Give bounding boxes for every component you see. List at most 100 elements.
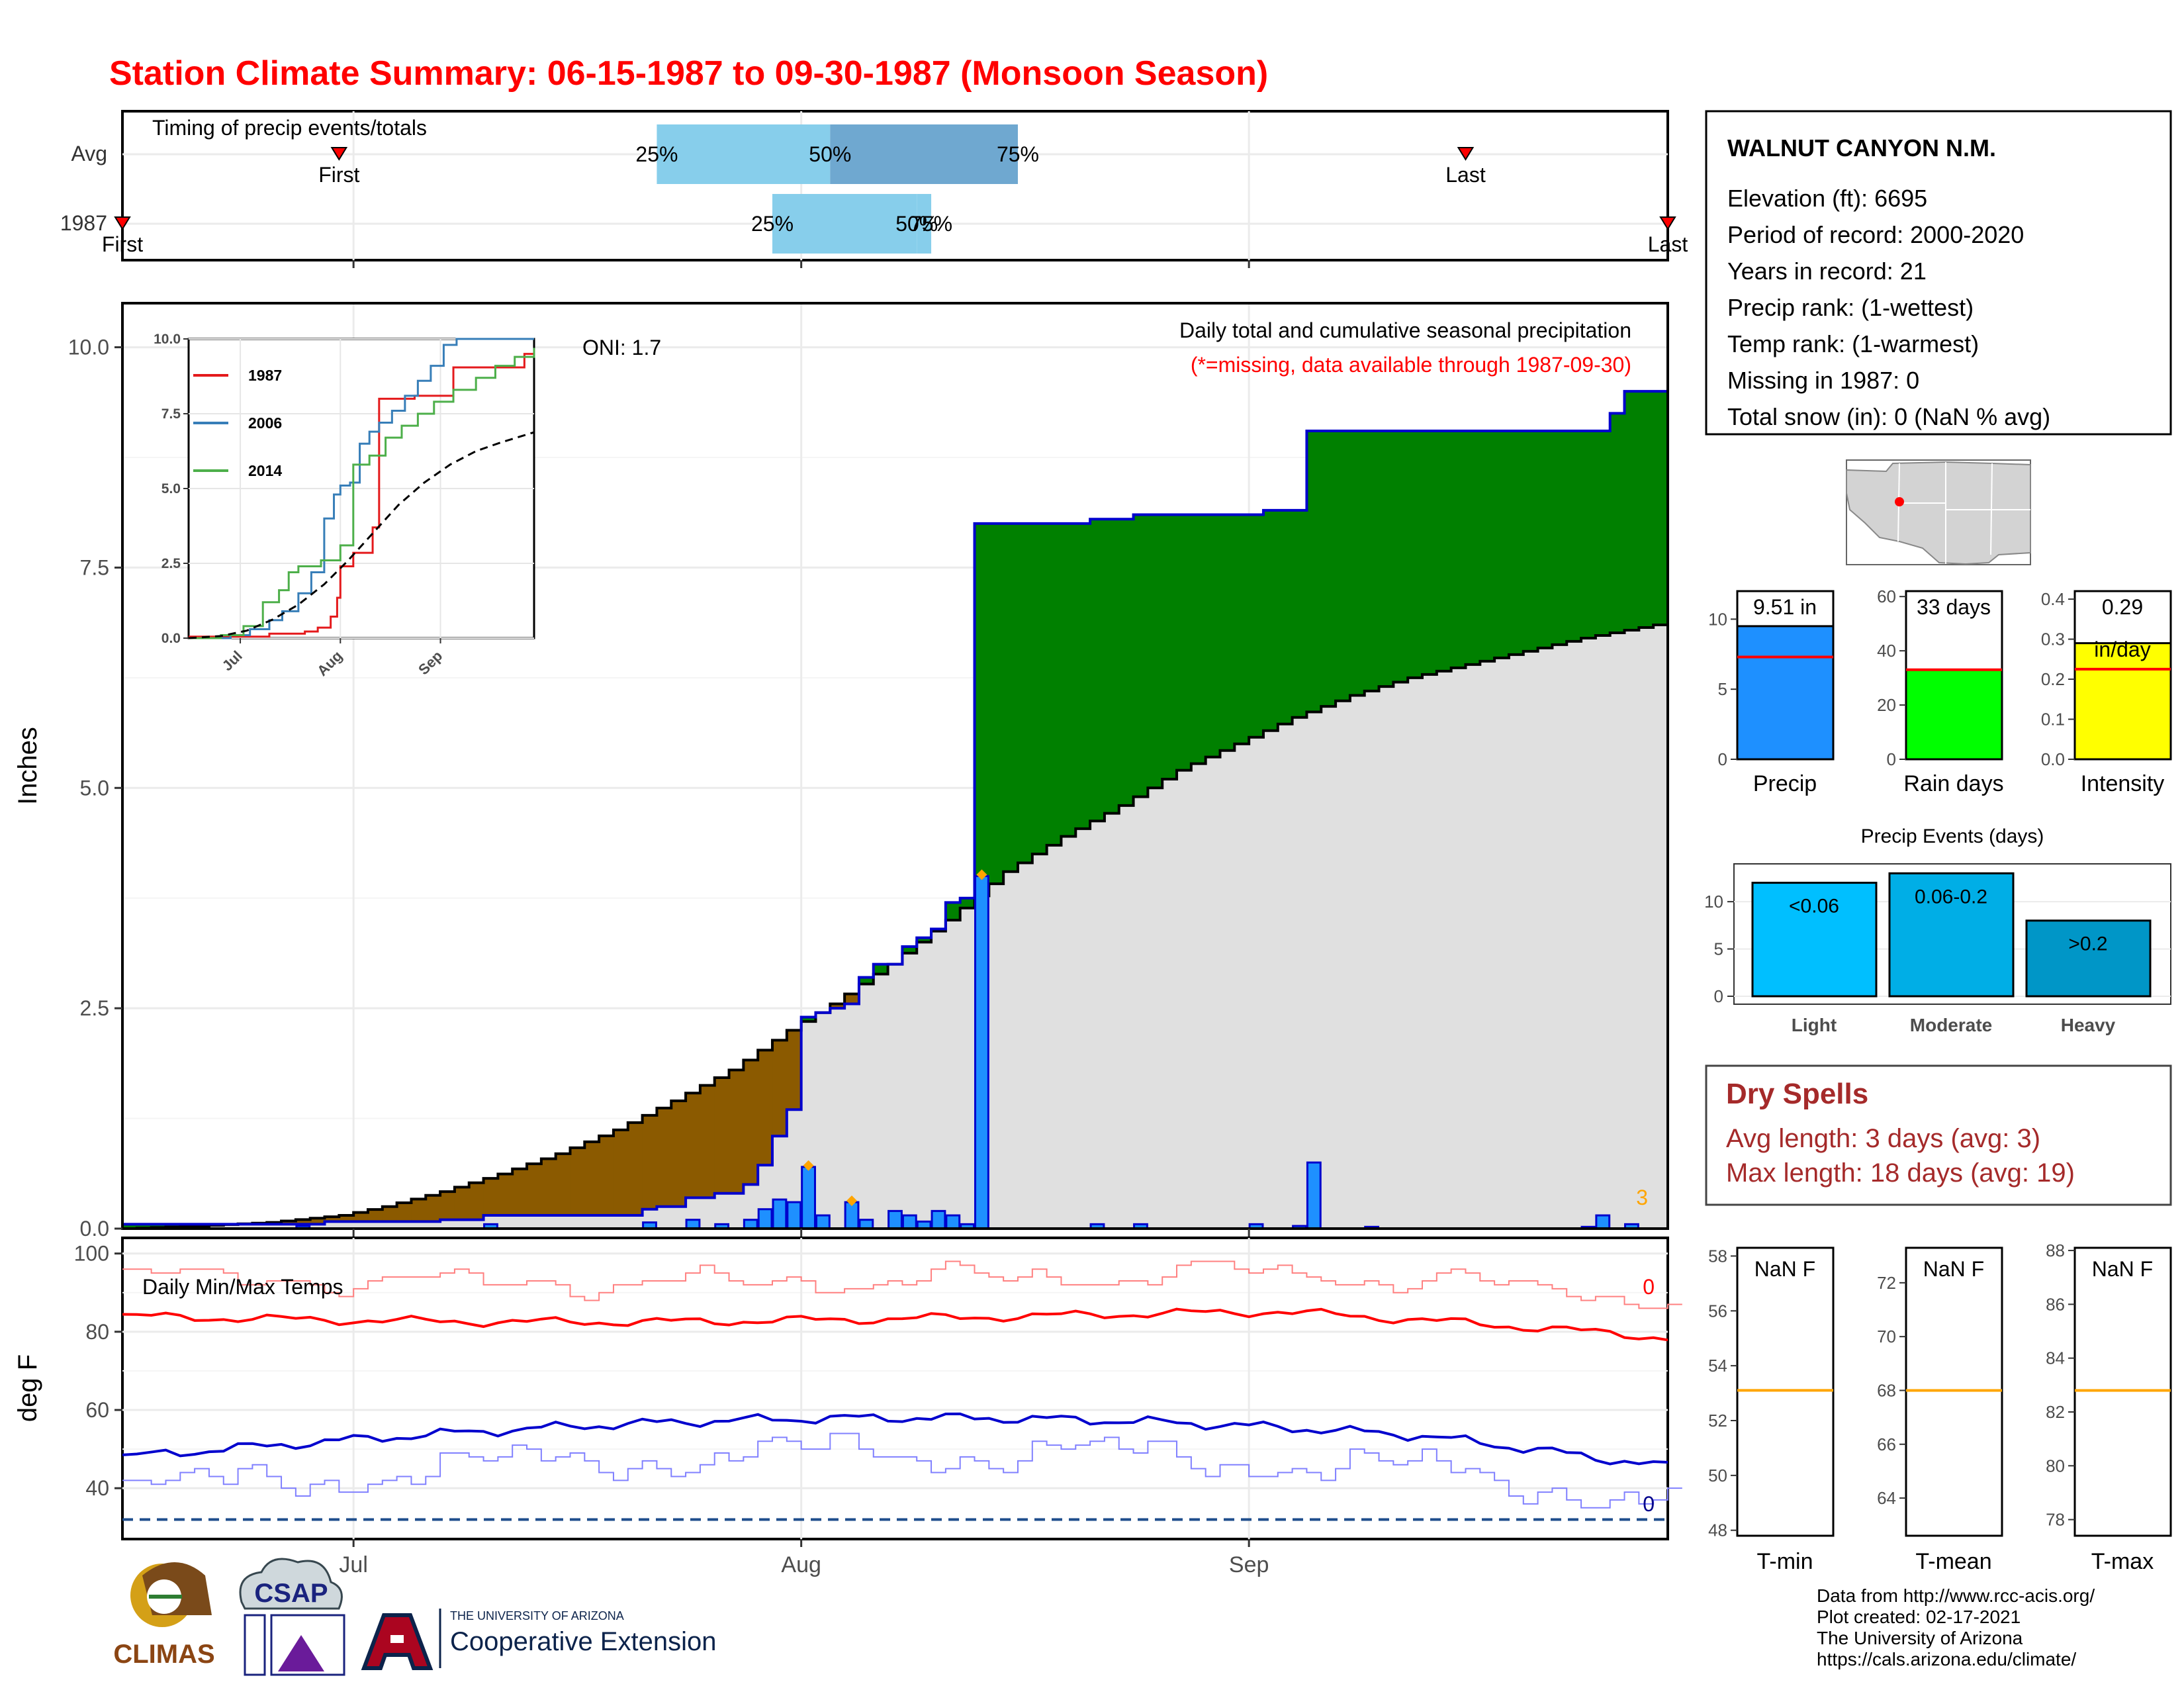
timing-title: Timing of precip events/totals bbox=[152, 116, 427, 140]
events-tick-label-1: 5 bbox=[1714, 939, 1723, 959]
summary-tick-label-2-1: 0.1 bbox=[2041, 710, 2065, 729]
x-axis-month-label-0: Jul bbox=[339, 1552, 367, 1577]
station-detail-line-1: Period of record: 2000-2020 bbox=[1727, 221, 2024, 248]
main-y-tick-label-4: 10.0 bbox=[68, 336, 109, 359]
precip-event-bar-0 bbox=[1751, 882, 1878, 998]
wet-anomaly-segment bbox=[1408, 431, 1423, 678]
wet-anomaly-segment bbox=[1191, 514, 1206, 764]
temp-summary-tick-label-1-4: 72 bbox=[1877, 1273, 1896, 1293]
temp-summary-frame-0 bbox=[1736, 1246, 1835, 1537]
observed-cumulative-line bbox=[122, 390, 1668, 1226]
temp-title: Daily Min/Max Temps bbox=[142, 1275, 343, 1299]
avg-first-marker bbox=[330, 147, 348, 161]
wet-anomaly-segment bbox=[1336, 431, 1351, 701]
temp-summary-frame-1 bbox=[1905, 1246, 2003, 1537]
missing-data-marker-2 bbox=[976, 869, 987, 880]
dry-anomaly-segment bbox=[714, 1077, 730, 1194]
y1987-q50-q75-box bbox=[917, 194, 932, 254]
wet-anomaly-segment bbox=[1639, 391, 1654, 628]
daily-precip-bar-19 bbox=[974, 874, 989, 1230]
record-low-temp-line bbox=[122, 1432, 1682, 1509]
wet-anomaly-segment bbox=[1177, 514, 1192, 771]
dry-anomaly-segment bbox=[844, 994, 860, 1004]
daily-precip-bar-27 bbox=[1595, 1214, 1611, 1230]
footer-line-4: https://cals.arizona.edu/climate/ bbox=[1817, 1649, 2076, 1669]
main-subcaption: (*=missing, data available through 1987-… bbox=[1191, 353, 1631, 377]
summary-axis-label-2: Intensity bbox=[2081, 771, 2165, 796]
wet-anomaly-segment bbox=[1422, 431, 1437, 675]
temp-summary-tick-label-2-0: 78 bbox=[2046, 1510, 2065, 1530]
temp-panel: 40 60 80 100 Jul Aug Sep Daily Min/Max Temps 0… bbox=[13, 1237, 1682, 1577]
wet-anomaly-segment bbox=[1364, 431, 1380, 691]
wet-anomaly-segment bbox=[1523, 431, 1539, 651]
dry-anomaly-segment bbox=[295, 1219, 311, 1225]
dry-anomaly-segment bbox=[613, 1129, 629, 1216]
wet-anomaly-segment bbox=[1220, 514, 1235, 751]
temp-gridlines bbox=[122, 1238, 1668, 1539]
dry-anomaly-segment bbox=[627, 1122, 643, 1216]
wet-anomaly-segment bbox=[945, 902, 961, 920]
summary-tick-label-2-0: 0.0 bbox=[2041, 749, 2065, 769]
dry-anomaly-segment bbox=[440, 1192, 455, 1220]
temp-y-axis-label: deg F bbox=[13, 1354, 42, 1422]
temp-summary-tick-label-0-5: 58 bbox=[1708, 1246, 1727, 1266]
summary-axis-label-0: Precip bbox=[1753, 771, 1817, 796]
wet-anomaly-segment bbox=[1480, 431, 1495, 661]
precip-events-panel: Precip Events (days) <0.06 Light 0.06-0.2 M… bbox=[1704, 825, 2171, 1035]
daily-precip-bar-17 bbox=[945, 1214, 961, 1230]
ua-big-text: Cooperative Extension bbox=[450, 1627, 716, 1656]
wet-anomaly-segment bbox=[1537, 431, 1553, 648]
summary-bar-0 bbox=[1736, 625, 1835, 761]
dry-spells-max: Max length: 18 days (avg: 19) bbox=[1726, 1158, 2075, 1188]
dry-anomaly-segment bbox=[324, 1217, 340, 1222]
wet-anomaly-segment bbox=[122, 1224, 138, 1229]
page-title: Station Climate Summary: 06-15-1987 to 0… bbox=[109, 54, 1268, 93]
events-tick-label-2: 10 bbox=[1704, 892, 1723, 912]
temp-summary-tick-label-0-4: 56 bbox=[1708, 1301, 1727, 1321]
dry-anomaly-segment bbox=[512, 1168, 527, 1216]
inset-average-line bbox=[188, 431, 535, 639]
wet-anomaly-segment bbox=[1249, 514, 1264, 737]
summary-tick-label-2-3: 0.3 bbox=[2041, 630, 2065, 649]
daily-precip-bar-8 bbox=[786, 1201, 802, 1230]
temp-summary-tick-label-2-5: 88 bbox=[2046, 1241, 2065, 1260]
summary-tick-label-0-1: 5 bbox=[1718, 679, 1727, 699]
main-caption: Daily total and cumulative seasonal prec… bbox=[1179, 318, 1631, 342]
dry-anomaly-segment bbox=[396, 1203, 412, 1222]
daily-precip-bar-9 bbox=[801, 1166, 816, 1230]
dry-anomaly-segment bbox=[671, 1100, 686, 1207]
daily-min-temp-line bbox=[122, 1412, 1668, 1466]
temp-summary-tick-label-1-1: 66 bbox=[1877, 1434, 1896, 1454]
dry-anomaly-segment bbox=[772, 1040, 788, 1137]
daily-precip-bar-10 bbox=[815, 1214, 831, 1230]
precip-event-bar-2 bbox=[2025, 919, 2152, 998]
summary-value-label-2: 0.29 bbox=[2102, 595, 2143, 619]
wet-anomaly-segment bbox=[1205, 514, 1221, 757]
temp-summary-value-2: NaN F bbox=[2092, 1257, 2153, 1281]
wet-anomaly-segment bbox=[917, 937, 932, 943]
wet-anomaly-segment bbox=[1046, 523, 1062, 845]
station-location-dot bbox=[1895, 497, 1904, 506]
wet-anomaly-segment bbox=[1075, 523, 1091, 829]
y1987-q25-label: 25% bbox=[751, 212, 794, 236]
temp-summary-frame-2 bbox=[2073, 1246, 2172, 1537]
main-y-tick-label-1: 2.5 bbox=[80, 996, 109, 1020]
precip-event-category-0: Light bbox=[1792, 1015, 1837, 1035]
dry-anomaly-segment bbox=[382, 1206, 398, 1222]
summary-value-label-1: 33 days bbox=[1917, 595, 1991, 619]
y1987-first-label: First bbox=[102, 232, 143, 256]
inset-y-tick-label-1: 2.5 bbox=[161, 556, 181, 571]
wet-anomaly-segment bbox=[1017, 523, 1033, 863]
summary-bar-2 bbox=[2073, 642, 2172, 761]
dry-anomaly-segment bbox=[786, 1030, 802, 1110]
dry-anomaly-segment bbox=[411, 1199, 426, 1222]
precip-event-category-2: Heavy bbox=[2061, 1015, 2116, 1035]
inset-legend-label-1987: 1987 bbox=[248, 367, 282, 384]
main-x-ticks bbox=[352, 260, 1250, 1237]
temp-summary-label-1: T-mean bbox=[1915, 1549, 1991, 1574]
main-y-tick-label-0: 0.0 bbox=[80, 1217, 109, 1241]
avg-q50-label: 50% bbox=[809, 142, 851, 166]
dry-anomaly-segment bbox=[758, 1050, 773, 1166]
summary-axis-label-1: Rain days bbox=[1903, 771, 2003, 796]
summary-tick-label-0-0: 0 bbox=[1718, 749, 1727, 769]
